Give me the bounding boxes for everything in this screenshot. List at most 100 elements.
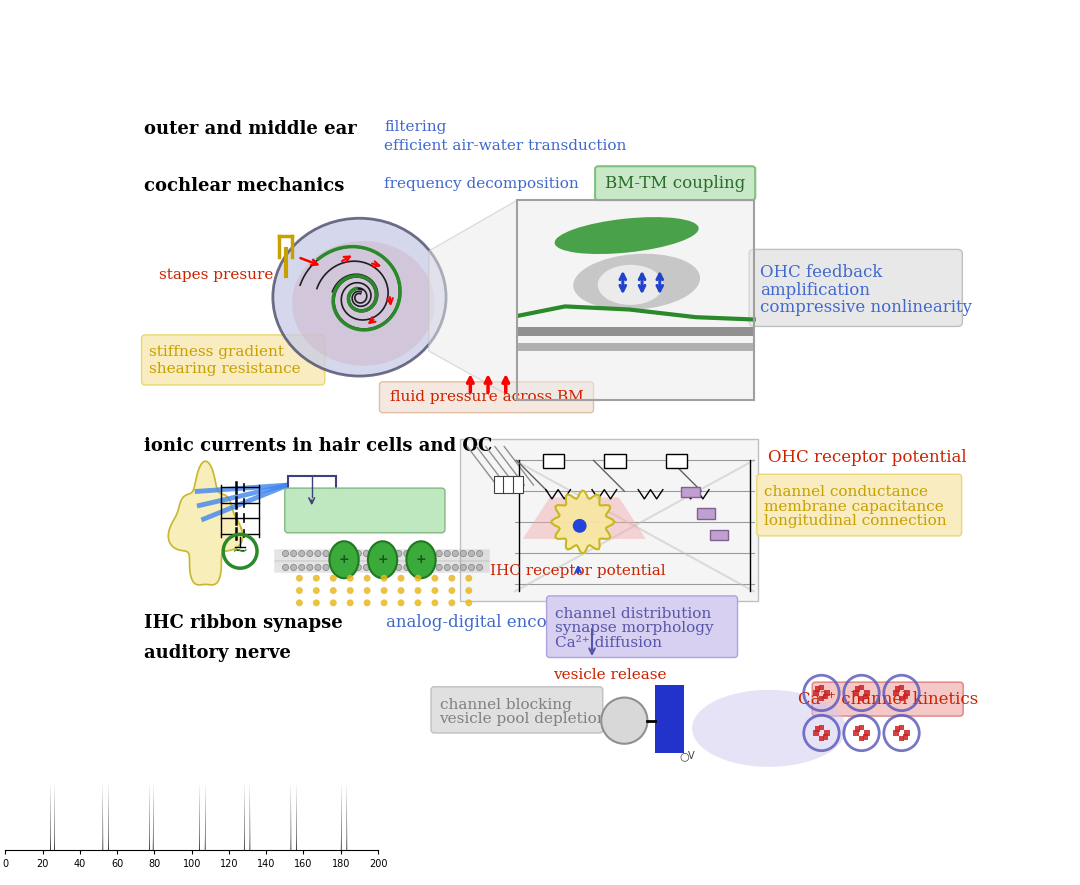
Bar	[859, 685, 864, 690]
Circle shape	[291, 550, 297, 557]
Bar	[503, 476, 514, 493]
Circle shape	[411, 565, 418, 571]
Text: IHC receptor potential: IHC receptor potential	[490, 565, 666, 579]
Text: analog-digital encoding: analog-digital encoding	[386, 614, 583, 631]
Circle shape	[404, 550, 410, 557]
Ellipse shape	[573, 254, 700, 310]
Bar	[904, 730, 909, 735]
Circle shape	[323, 565, 329, 571]
Circle shape	[460, 550, 467, 557]
Bar	[605, 454, 626, 468]
Circle shape	[307, 550, 313, 557]
Bar	[819, 735, 824, 741]
Bar	[855, 687, 861, 692]
Circle shape	[448, 599, 456, 606]
Circle shape	[347, 587, 353, 594]
Circle shape	[444, 565, 450, 571]
Circle shape	[469, 565, 474, 571]
Circle shape	[299, 565, 305, 571]
Text: Ca²⁺ diffusion: Ca²⁺ diffusion	[555, 636, 662, 650]
Bar	[288, 476, 336, 497]
Text: IHC ribbon synapse: IHC ribbon synapse	[144, 614, 342, 633]
Bar	[859, 735, 864, 741]
FancyBboxPatch shape	[546, 596, 738, 658]
Circle shape	[372, 565, 378, 571]
Bar	[656, 685, 685, 753]
Circle shape	[397, 599, 405, 606]
Circle shape	[448, 587, 456, 594]
Text: shearing resistance: shearing resistance	[149, 362, 301, 376]
Circle shape	[363, 550, 369, 557]
Circle shape	[465, 599, 472, 606]
Circle shape	[314, 550, 321, 557]
Circle shape	[364, 599, 370, 606]
Circle shape	[307, 565, 313, 571]
Polygon shape	[517, 327, 754, 335]
Ellipse shape	[292, 241, 434, 366]
Circle shape	[329, 574, 337, 581]
Polygon shape	[517, 343, 754, 351]
Circle shape	[415, 574, 421, 581]
Text: ionic currents in hair cells and OC: ionic currents in hair cells and OC	[144, 437, 492, 455]
Circle shape	[313, 587, 320, 594]
Bar	[666, 454, 688, 468]
Circle shape	[355, 565, 362, 571]
Bar	[895, 687, 901, 692]
Bar	[864, 690, 869, 696]
Text: frequency decomposition: frequency decomposition	[384, 177, 579, 191]
Text: filtering: filtering	[384, 120, 446, 134]
Bar	[819, 696, 824, 701]
FancyBboxPatch shape	[757, 474, 961, 535]
Circle shape	[330, 565, 337, 571]
Ellipse shape	[329, 542, 359, 578]
Bar	[543, 454, 564, 468]
Text: channel blocking: channel blocking	[440, 697, 571, 712]
Circle shape	[313, 574, 320, 581]
Text: auditory nerve: auditory nerve	[144, 643, 291, 662]
FancyBboxPatch shape	[141, 335, 325, 385]
Circle shape	[431, 599, 438, 606]
Bar	[859, 725, 864, 730]
Circle shape	[415, 599, 421, 606]
Text: fluid pressure across BM: fluid pressure across BM	[390, 390, 583, 404]
Circle shape	[364, 587, 370, 594]
Bar	[697, 508, 715, 519]
Circle shape	[476, 550, 483, 557]
Circle shape	[388, 550, 394, 557]
Text: ~: ~	[232, 542, 248, 561]
Circle shape	[313, 599, 320, 606]
Bar	[815, 727, 821, 732]
Text: K channel subtypes: K channel subtypes	[292, 501, 443, 515]
Text: compressive nonlinearity: compressive nonlinearity	[760, 299, 972, 317]
Circle shape	[299, 550, 305, 557]
Circle shape	[347, 574, 353, 581]
Bar	[681, 487, 700, 497]
Text: Ca²⁺ channel kinetics: Ca²⁺ channel kinetics	[797, 690, 977, 708]
Bar	[813, 730, 819, 735]
FancyBboxPatch shape	[431, 687, 603, 733]
Circle shape	[339, 550, 346, 557]
Bar	[815, 687, 821, 692]
Ellipse shape	[597, 265, 663, 304]
Text: ○: ○	[679, 751, 689, 761]
Bar	[859, 696, 864, 701]
Circle shape	[379, 550, 386, 557]
Text: OHC feedback: OHC feedback	[760, 264, 882, 281]
Bar	[863, 694, 868, 699]
Bar	[823, 694, 828, 699]
Text: synapse morphology: synapse morphology	[555, 621, 714, 635]
Circle shape	[397, 574, 405, 581]
Circle shape	[380, 574, 388, 581]
Circle shape	[431, 587, 438, 594]
Circle shape	[380, 599, 388, 606]
Ellipse shape	[273, 219, 446, 376]
Circle shape	[476, 565, 483, 571]
FancyBboxPatch shape	[285, 489, 445, 533]
Ellipse shape	[692, 690, 846, 767]
FancyBboxPatch shape	[379, 381, 594, 412]
Bar	[903, 694, 908, 699]
Bar	[863, 735, 868, 740]
Circle shape	[296, 574, 302, 581]
Bar	[853, 690, 859, 696]
Circle shape	[431, 574, 438, 581]
